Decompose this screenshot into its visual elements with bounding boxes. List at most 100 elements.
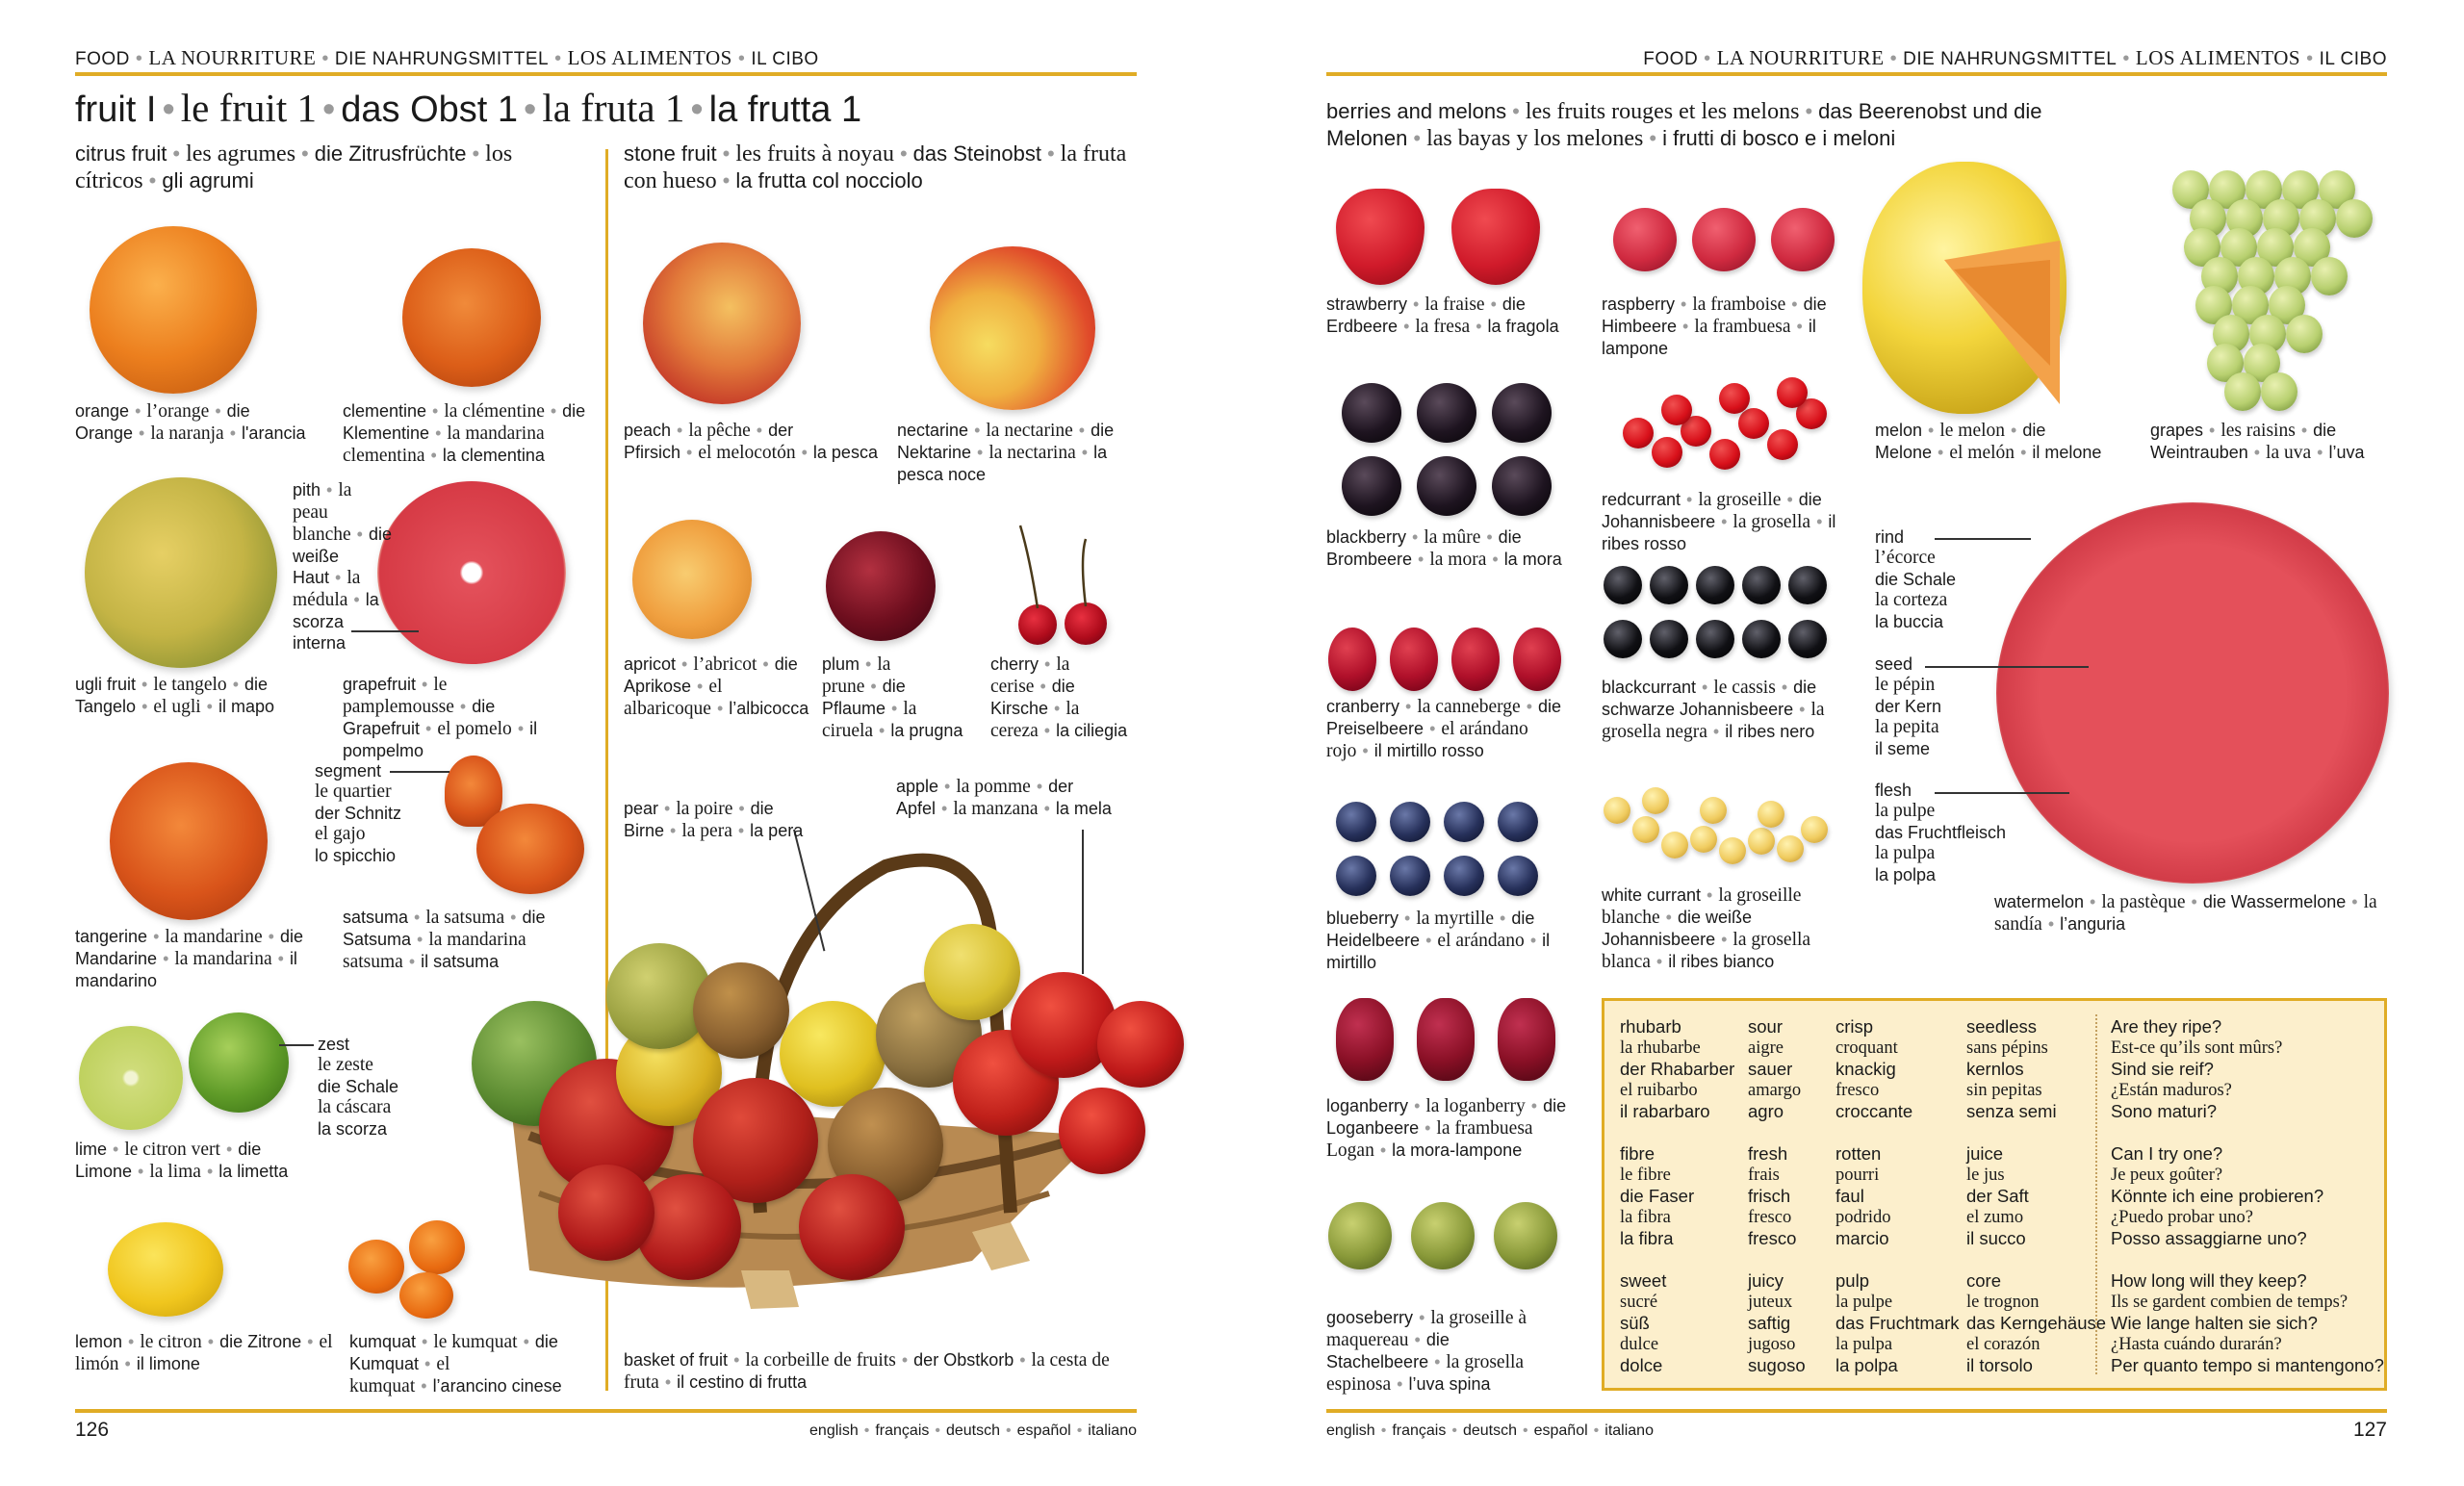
term-french: la groseille <box>1698 490 1782 510</box>
term-spanish: el arándano <box>1437 931 1525 951</box>
term-spanish: la manzana <box>953 799 1039 819</box>
term-english: cherry <box>990 654 1040 674</box>
term-english: stone fruit <box>624 141 717 166</box>
bullet-separator: • <box>1686 490 1693 509</box>
blackberry <box>1342 383 1401 443</box>
term-french: la framboise <box>1692 295 1786 315</box>
term-german: die weiße Johannisbeere <box>1602 908 1752 949</box>
raspberry <box>1692 208 1756 271</box>
term-german: das Obst 1 <box>341 90 519 130</box>
blackcurrant <box>1788 620 1827 658</box>
gooseberry-image <box>1328 1202 1565 1289</box>
bullet-separator: • <box>1702 678 1708 697</box>
bullet-separator: • <box>737 821 745 840</box>
label-apple: apple • la pomme • der Apfel • la manzana • la m… <box>896 776 1146 820</box>
vocab-italian: il rabarbaro <box>1620 1101 1710 1121</box>
term-french: la corbeille de fruits <box>745 1350 896 1371</box>
vocab-french: Je peux goûter? <box>2111 1166 2223 1185</box>
seed-leader-line <box>1925 666 2089 668</box>
term-german: die Schale <box>1875 570 1957 589</box>
term-italian: la mora-lampone <box>1392 1140 1523 1160</box>
term-italian: italiano <box>1088 1422 1137 1439</box>
page-title: fruit I • le fruit 1 • das Obst 1 • la fruta 1… <box>75 85 861 131</box>
vocab-group: juice le jus der Saft el zumo il succo <box>1966 1143 2106 1249</box>
blackberry <box>1492 456 1552 516</box>
label-kumquat: kumquat • le kumquat • die Kumquat • el kumqua… <box>349 1331 602 1397</box>
term-spanish: la grosella blanca <box>1602 930 1811 972</box>
term-french: la groseille blanche <box>1602 885 1802 928</box>
term-german: die Johannisbeere <box>1602 490 1822 531</box>
vocab-french: le jus <box>1966 1166 2005 1185</box>
header-rule-left <box>75 72 1137 76</box>
vocab-italian: dolce <box>1620 1355 1663 1375</box>
vocab-spanish: el corazón <box>1966 1335 2040 1354</box>
vocab-german: frisch <box>1748 1186 1791 1206</box>
lemon-image <box>108 1222 223 1317</box>
blackcurrant-image <box>1604 566 1827 668</box>
vocab-german: saftig <box>1748 1313 1791 1333</box>
term-french: le citron vert <box>124 1140 220 1160</box>
white-currant <box>1748 828 1775 855</box>
raspberry <box>1771 208 1835 271</box>
term-italian: la pesca noce <box>897 443 1108 484</box>
term-english: gooseberry <box>1326 1308 1414 1327</box>
vocab-french: pourri <box>1835 1166 1880 1185</box>
bullet-separator: • <box>1429 719 1436 738</box>
label-segment: segment le quartier der Schnitz el gajo lo s… <box>315 760 430 866</box>
blueberry <box>1390 802 1430 842</box>
bullet-separator: • <box>128 1332 135 1351</box>
bullet-separator: • <box>865 654 872 674</box>
bullet-separator: • <box>1721 930 1728 949</box>
term-spanish: el gajo <box>315 824 366 844</box>
bullet-separator: • <box>1928 421 1935 440</box>
term-english: blackberry <box>1326 527 1407 547</box>
term-italian: la prugna <box>890 721 963 740</box>
label-raspberry: raspberry • la framboise • die Himbeere • la f… <box>1602 294 1852 359</box>
bullet-separator: • <box>801 443 808 462</box>
bullet-separator: • <box>1816 512 1823 531</box>
term-french: les fruits à noyau <box>735 141 894 167</box>
bullet-separator: • <box>1781 678 1788 697</box>
term-french: le pépin <box>1875 675 1936 695</box>
plum-image <box>826 531 936 641</box>
bullet-separator: • <box>422 1332 428 1351</box>
term-spanish: el melocotón <box>698 443 796 463</box>
bullet-separator: • <box>2020 443 2027 462</box>
term-german: die Schale <box>318 1077 399 1096</box>
vocab-german: Sind sie reif? <box>2111 1059 2214 1079</box>
redcurrant <box>1652 437 1682 468</box>
term-english: basket of fruit <box>624 1350 729 1370</box>
redcurrant-image <box>1604 370 1831 479</box>
bullet-separator: • <box>1413 295 1420 314</box>
label-pear: pear • la poire • die Birne • la pera • la pera <box>624 798 845 842</box>
blackcurrant <box>1696 620 1734 658</box>
bullet-separator: • <box>1492 550 1499 569</box>
label-white-currant: white currant • la groseille blanche • die w… <box>1602 884 1842 973</box>
term-spanish: LOS ALIMENTOS <box>567 46 732 69</box>
vocab-french: frais <box>1748 1166 1780 1185</box>
vocab-english: seedless <box>1966 1016 2038 1037</box>
term-english: pear <box>624 799 659 818</box>
term-english: raspberry <box>1602 295 1676 314</box>
white-currant-image <box>1604 778 1831 880</box>
term-french: la pulpe <box>1875 801 1936 821</box>
vocab-english: Are they ripe? <box>2111 1016 2222 1037</box>
cranberry <box>1390 628 1438 691</box>
term-italian: l’arancino cinese <box>432 1376 562 1396</box>
label-basket-of-fruit: basket of fruit • la corbeille de fruits • d… <box>624 1349 1124 1394</box>
term-italian: l’albicocca <box>729 699 809 718</box>
cherry-image <box>1018 604 1057 645</box>
term-french: le tangelo <box>153 675 227 695</box>
term-english: rind <box>1875 527 1905 547</box>
raspberry <box>1613 208 1677 271</box>
white-currant <box>1604 797 1630 824</box>
term-french: la satsuma <box>425 908 505 928</box>
bullet-separator: • <box>335 568 342 587</box>
term-french: la fraise <box>1424 295 1485 315</box>
cranberry <box>1328 628 1376 691</box>
bullet-separator: • <box>1044 654 1051 674</box>
vocab-english: sour <box>1748 1016 1783 1037</box>
bullet-separator: • <box>1791 295 1798 314</box>
strawberry <box>1336 189 1424 285</box>
bullet-separator: • <box>1938 443 1944 462</box>
